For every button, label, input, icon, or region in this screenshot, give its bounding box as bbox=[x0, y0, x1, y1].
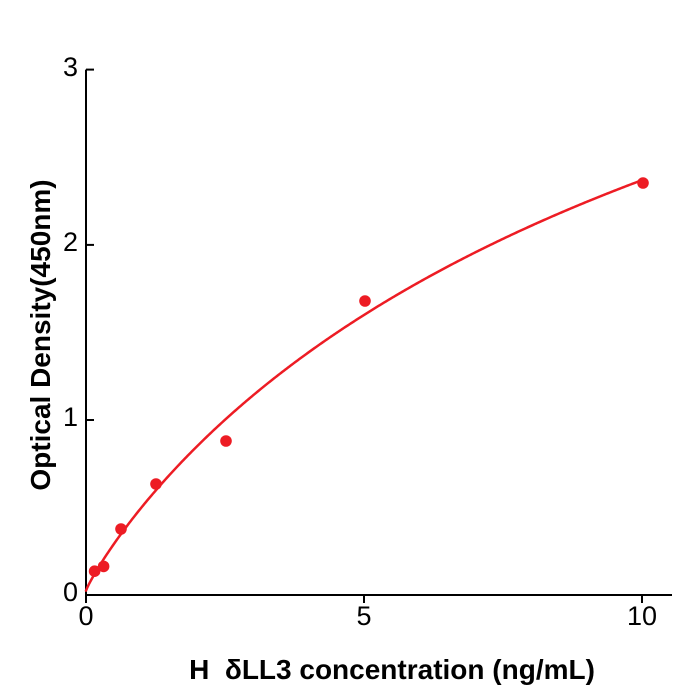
svg-text:0: 0 bbox=[63, 577, 78, 607]
svg-text:1: 1 bbox=[63, 402, 78, 432]
svg-text:5: 5 bbox=[356, 601, 371, 631]
svg-text:2: 2 bbox=[63, 227, 78, 257]
svg-text:10: 10 bbox=[627, 601, 657, 631]
svg-text:0: 0 bbox=[78, 601, 93, 631]
svg-text:3: 3 bbox=[63, 52, 78, 82]
